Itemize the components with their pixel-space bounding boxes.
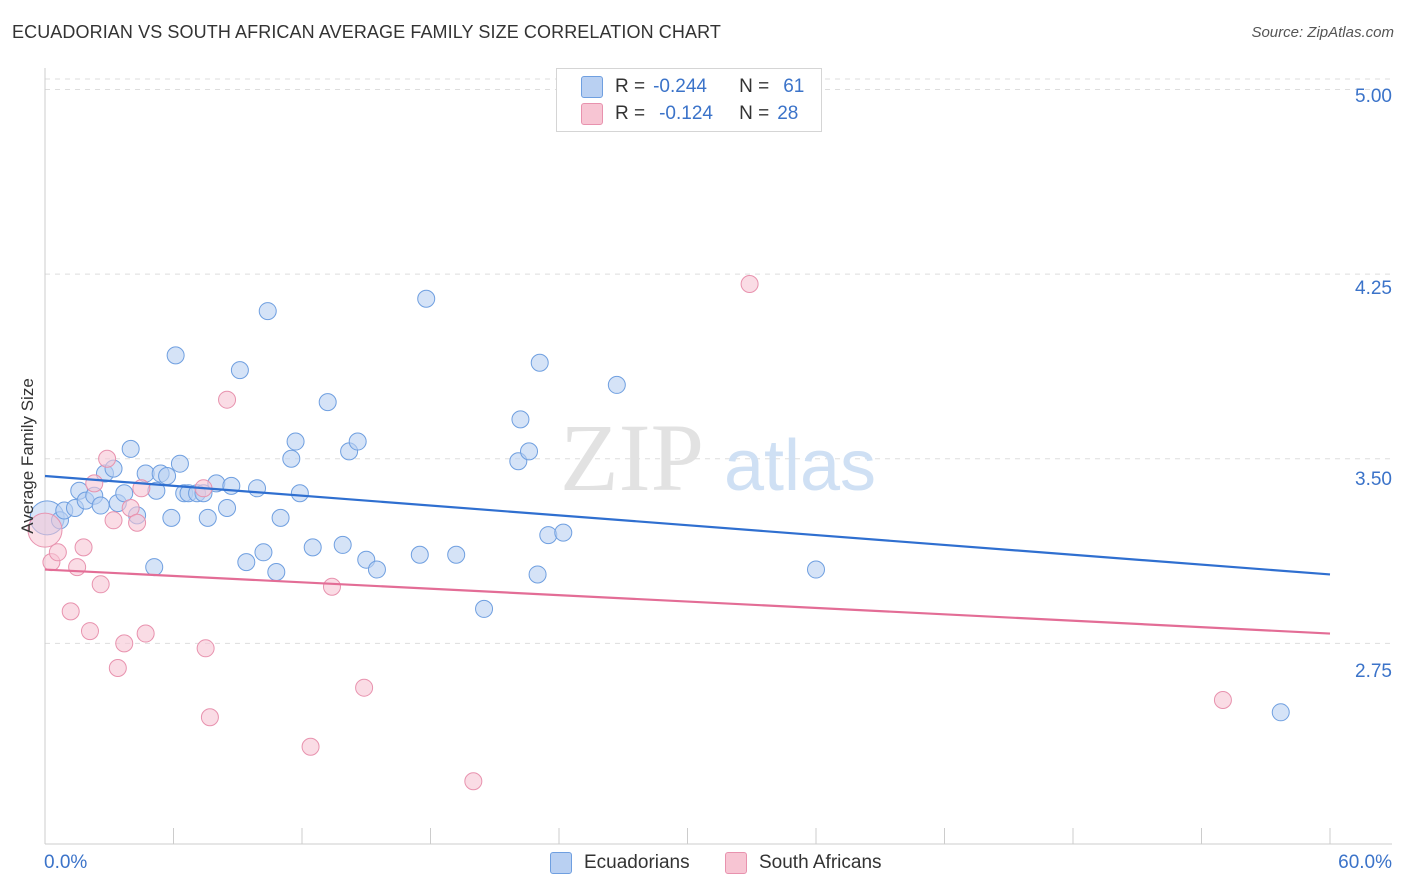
n-label: N = [739, 76, 770, 97]
south-african-point [740, 275, 759, 293]
y-tick-label: 4.25 [1355, 278, 1392, 299]
ecuadorian-point [267, 563, 286, 581]
south-african-trend-line [44, 568, 1331, 635]
r-value: -0.244 [653, 76, 707, 97]
watermark-zip: ZIP [560, 404, 704, 511]
ecuadorian-point [520, 442, 539, 461]
pink-swatch-icon [581, 103, 603, 125]
x-tick-label-min: 0.0% [44, 852, 88, 873]
south-african-point [68, 558, 87, 577]
legend-item-south-africans: South Africans [725, 852, 882, 874]
south-african-point [355, 678, 374, 697]
blue-swatch-icon [550, 852, 572, 874]
south-african-point [322, 577, 341, 596]
south-african-point [61, 602, 80, 621]
stats-legend: R = -0.244 N = 61 R = -0.124 N = 28 [556, 68, 822, 132]
south-african-point [108, 659, 127, 677]
ecuadorian-point [230, 361, 249, 380]
ecuadorian-point [511, 410, 530, 429]
legend-row-ecuadorians: R = -0.244 N = 61 [581, 74, 804, 100]
pink-swatch-icon [725, 852, 747, 874]
ecuadorian-point [170, 454, 189, 473]
y-axis-label: Average Family Size [18, 378, 37, 534]
n-value: 28 [777, 103, 799, 124]
south-african-point [80, 622, 99, 641]
south-african-point [196, 639, 215, 658]
watermark: ZIP atlas [560, 404, 876, 511]
south-african-point [136, 624, 155, 643]
legend-label: Ecuadorians [584, 852, 690, 873]
chart-title: ECUADORIAN VS SOUTH AFRICAN AVERAGE FAMI… [12, 22, 721, 42]
y-tick-label: 5.00 [1355, 86, 1392, 107]
south-african-point [98, 449, 117, 468]
ecuadorian-point [254, 543, 273, 562]
ecuadorian-point [158, 467, 177, 485]
ecuadorian-point [318, 393, 337, 412]
trend-lines [44, 474, 1331, 635]
ecuadorian-point [145, 558, 164, 577]
legend-row-south-africans: R = -0.124 N = 28 [581, 101, 798, 127]
south-african-point [200, 708, 219, 727]
r-label: R = [615, 76, 646, 97]
ecuadorian-point [539, 526, 558, 545]
ecuadorian-point [258, 302, 277, 321]
south-african-point [301, 737, 320, 756]
ecuadorian-point [91, 496, 110, 515]
ecuadorian-point [528, 565, 547, 584]
watermark-atlas: atlas [724, 426, 876, 506]
south-african-point [74, 538, 93, 557]
south-african-point [464, 772, 483, 791]
n-value: 61 [783, 76, 805, 97]
ecuadorian-point [530, 353, 549, 372]
ecuadorian-trend-line [44, 474, 1331, 576]
south-african-point [27, 512, 63, 548]
ecuadorian-point [121, 439, 140, 458]
ecuadorian-point [218, 499, 237, 517]
n-label: N = [739, 103, 770, 124]
south-african-point [128, 513, 147, 532]
ecuadorian-point [333, 535, 352, 554]
ecuadorian-point [248, 479, 267, 498]
south-african-point [48, 543, 67, 562]
south-african-point [85, 474, 104, 493]
axes [44, 68, 1392, 845]
south-african-point [91, 575, 110, 594]
r-value: -0.124 [659, 103, 713, 124]
x-tick-label-max: 60.0% [1338, 852, 1392, 873]
y-tick-label: 2.75 [1355, 661, 1392, 682]
ecuadorian-point [447, 545, 466, 564]
ecuadorian-point [607, 375, 626, 394]
ecuadorian-point [417, 289, 436, 308]
ecuadorian-point [348, 432, 367, 451]
y-tick-label: 3.50 [1355, 469, 1392, 490]
south-african-point [218, 390, 237, 409]
r-label: R = [615, 103, 646, 124]
source-label: Source: ZipAtlas.com [1251, 24, 1394, 41]
ecuadorian-point [162, 508, 181, 527]
ecuadorian-point [290, 484, 309, 503]
ecuadorian-point [367, 560, 386, 579]
south-african-point [104, 511, 123, 530]
ecuadorian-point [237, 553, 256, 572]
legend-item-ecuadorians: Ecuadorians [550, 852, 690, 874]
ecuadorian-point [475, 599, 494, 618]
ecuadorian-point [303, 538, 322, 557]
ecuadorian-point [807, 560, 825, 579]
blue-swatch-icon [581, 76, 603, 98]
data-points [27, 275, 1290, 791]
ecuadorian-point [271, 508, 290, 527]
ecuadorian-point [1271, 703, 1290, 722]
legend-label: South Africans [759, 852, 882, 873]
ecuadorian-point [166, 346, 185, 365]
ecuadorian-point [554, 523, 573, 542]
ecuadorian-point [282, 449, 301, 468]
south-african-point [1213, 691, 1232, 709]
ecuadorian-point [286, 432, 305, 451]
ecuadorian-point [198, 508, 217, 527]
ecuadorian-point [410, 545, 429, 564]
south-african-point [115, 634, 134, 653]
